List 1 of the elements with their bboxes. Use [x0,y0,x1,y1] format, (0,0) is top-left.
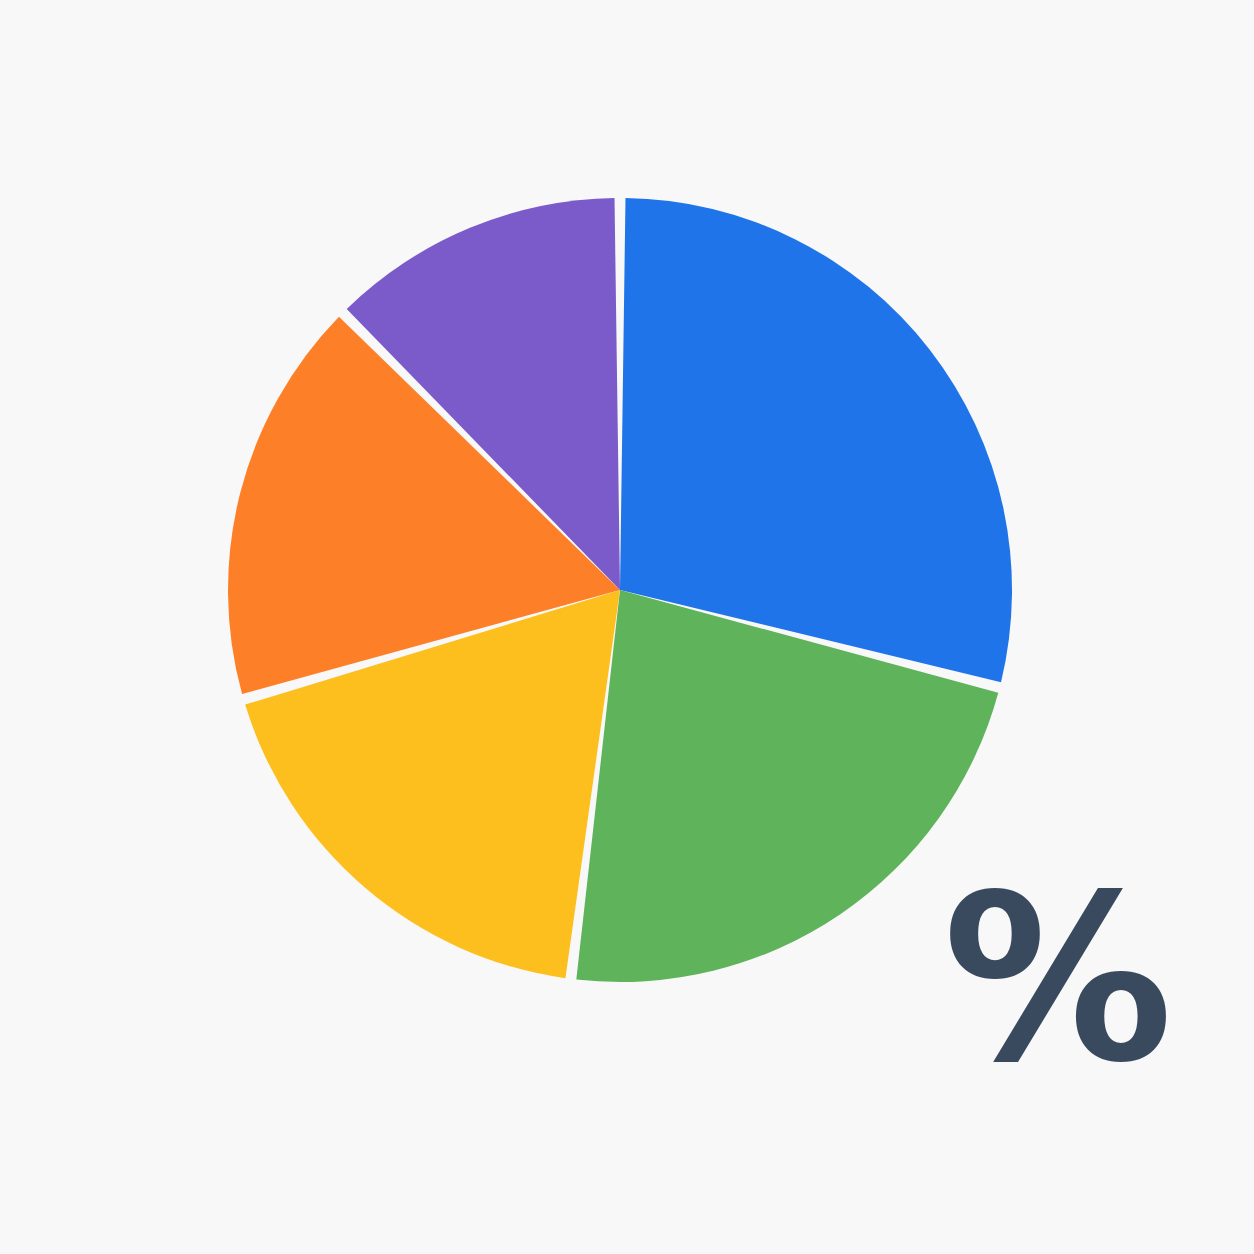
text: % [942,846,1174,1113]
